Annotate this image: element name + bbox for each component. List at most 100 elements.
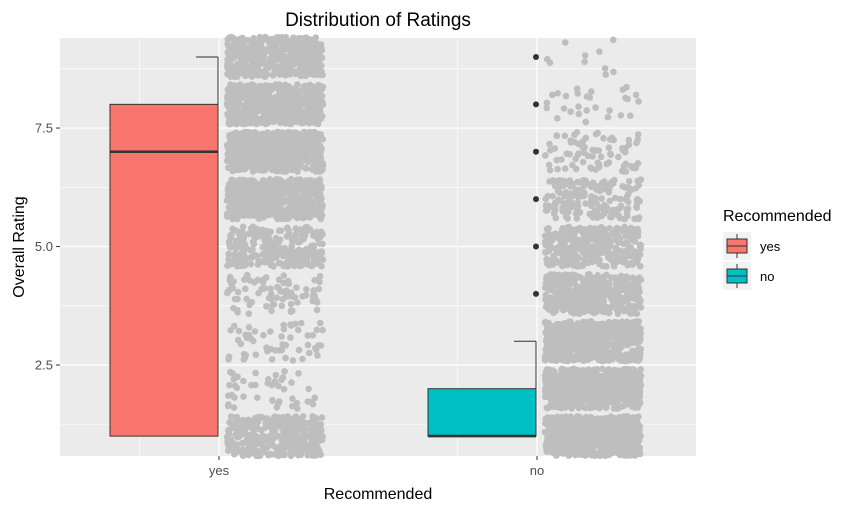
jitter-point bbox=[254, 233, 261, 240]
jitter-point bbox=[552, 331, 560, 338]
jitter-point bbox=[284, 433, 292, 441]
jitter-point bbox=[634, 350, 642, 358]
jitter-point bbox=[315, 91, 323, 99]
jitter-point bbox=[285, 227, 293, 235]
jitter-point bbox=[573, 434, 581, 441]
jitter-point bbox=[245, 324, 253, 331]
jitter-point bbox=[229, 100, 236, 107]
jitter-point bbox=[303, 71, 310, 78]
jitter-point bbox=[309, 332, 317, 339]
jitter-point bbox=[319, 240, 326, 248]
jitter-point bbox=[304, 153, 311, 161]
jitter-point bbox=[284, 136, 291, 143]
jitter-point bbox=[582, 413, 590, 421]
jitter-point bbox=[305, 119, 313, 127]
jitter-point bbox=[258, 285, 265, 293]
jitter-point bbox=[263, 303, 270, 310]
jitter-point bbox=[568, 332, 575, 340]
jitter-point bbox=[289, 188, 297, 195]
jitter-point bbox=[243, 245, 251, 252]
jitter-point bbox=[596, 374, 603, 382]
jitter-point bbox=[261, 184, 269, 191]
jitter-point bbox=[302, 430, 310, 438]
jitter-point bbox=[225, 69, 233, 76]
jitter-point bbox=[248, 38, 255, 46]
jitter-point bbox=[223, 433, 231, 441]
jitter-point bbox=[235, 327, 243, 335]
jitter-point bbox=[243, 182, 251, 189]
jitter-point bbox=[273, 129, 281, 137]
jitter-point bbox=[241, 354, 248, 362]
jitter-point bbox=[289, 307, 296, 315]
jitter-point bbox=[317, 228, 325, 236]
jitter-point bbox=[287, 258, 294, 265]
jitter-point bbox=[542, 291, 550, 299]
jitter-point bbox=[249, 71, 256, 79]
jitter-point bbox=[287, 120, 294, 128]
jitter-point bbox=[305, 349, 313, 357]
jitter-point bbox=[311, 276, 319, 284]
jitter-point bbox=[293, 284, 300, 291]
jitter-point bbox=[584, 421, 592, 428]
jitter-point bbox=[289, 357, 297, 364]
jitter-point bbox=[565, 344, 573, 352]
jitter-point bbox=[243, 439, 250, 446]
jitter-point bbox=[562, 399, 570, 407]
jitter-point bbox=[233, 413, 241, 421]
jitter-point bbox=[303, 286, 310, 293]
jitter-point bbox=[230, 304, 237, 312]
jitter-point bbox=[226, 273, 234, 281]
jitter-point bbox=[614, 385, 622, 393]
jitter-point bbox=[240, 377, 247, 385]
jitter-point bbox=[227, 164, 235, 172]
jitter-point bbox=[589, 309, 597, 316]
jitter-point bbox=[585, 435, 592, 443]
jitter-point bbox=[246, 193, 254, 201]
jitter-point bbox=[249, 246, 256, 253]
jitter-point bbox=[242, 69, 249, 77]
jitter-point bbox=[229, 225, 236, 233]
jitter-point bbox=[230, 210, 238, 218]
jitter-point bbox=[258, 435, 265, 443]
jitter-point bbox=[569, 325, 576, 333]
jitter-point bbox=[317, 43, 325, 50]
jitter-point bbox=[304, 341, 312, 349]
jitter-point bbox=[282, 342, 290, 349]
jitter-point bbox=[291, 320, 299, 328]
jitter-point bbox=[629, 386, 636, 394]
jitter-point bbox=[236, 201, 243, 208]
jitter-point bbox=[316, 424, 324, 431]
jitter-point bbox=[566, 423, 574, 431]
jitter-point bbox=[290, 197, 298, 205]
chart-title: Distribution of Ratings bbox=[285, 10, 471, 31]
jitter-point bbox=[279, 211, 287, 219]
jitter-point bbox=[234, 373, 241, 381]
jitter-point bbox=[279, 252, 287, 260]
jitter-point bbox=[613, 287, 621, 295]
jitter-point bbox=[226, 187, 234, 194]
jitter-point bbox=[310, 47, 317, 54]
jitter-point bbox=[308, 437, 316, 445]
jitter-point bbox=[298, 203, 306, 210]
jitter-point bbox=[271, 180, 279, 188]
jitter-point bbox=[264, 129, 271, 136]
jitter-point bbox=[261, 84, 269, 92]
jitter-point bbox=[637, 325, 644, 332]
jitter-point bbox=[260, 177, 268, 184]
jitter-point bbox=[611, 366, 619, 374]
jitter-point bbox=[259, 136, 267, 143]
jitter-point bbox=[251, 111, 258, 118]
jitter-point bbox=[225, 356, 232, 363]
jitter-point bbox=[278, 346, 286, 354]
jitter-point bbox=[543, 366, 551, 373]
jitter-point bbox=[275, 382, 282, 390]
jitter-point bbox=[621, 325, 628, 333]
jitter-point bbox=[588, 293, 595, 301]
jitter-point bbox=[301, 54, 309, 62]
jitter-point bbox=[252, 381, 259, 389]
jitter-point bbox=[293, 405, 301, 412]
jitter-point bbox=[276, 236, 284, 244]
jitter-point bbox=[621, 279, 629, 287]
jitter-point bbox=[317, 215, 325, 223]
jitter-point bbox=[311, 57, 319, 65]
